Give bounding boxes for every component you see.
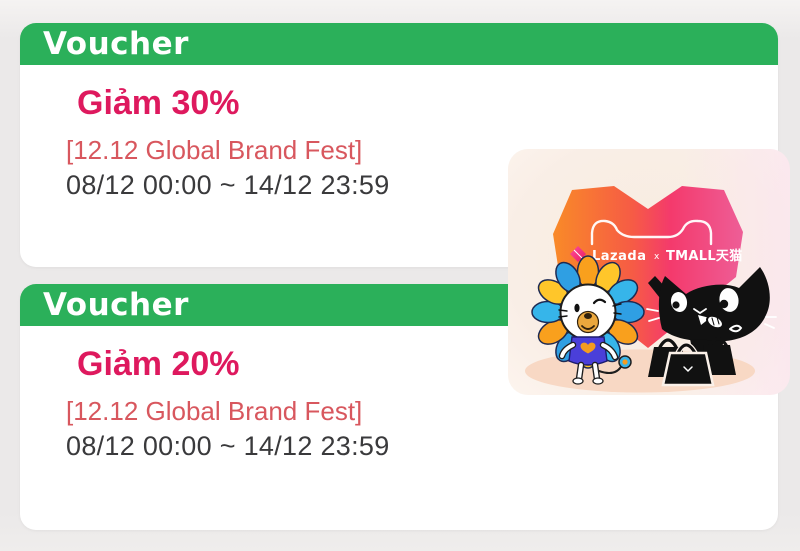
voucher-header-label: Voucher: [43, 286, 189, 323]
voucher-card-body: Giảm 30% [12.12 Global Brand Fest] 08/12…: [20, 65, 778, 201]
brand-illustration: Lazada x TMALL天猫: [508, 149, 790, 395]
tmall-brand-label: TMALL天猫: [666, 248, 743, 264]
shopping-bags-icon: [648, 336, 736, 387]
voucher-card-header: Voucher: [20, 23, 778, 65]
lazada-lion-mascot: [531, 255, 645, 385]
voucher-card-30[interactable]: Voucher Giảm 30% [12.12 Global Brand Fes…: [20, 23, 778, 267]
lazada-brand-label: Lazada: [592, 249, 646, 264]
voucher-card-body: Giảm 20% [12.12 Global Brand Fest] 08/12…: [20, 326, 778, 462]
voucher-header-label: Voucher: [43, 25, 189, 62]
tmall-cat-outline-icon: [590, 219, 713, 246]
discount-title: Giảm 20%: [77, 345, 240, 383]
campaign-name: [12.12 Global Brand Fest]: [66, 395, 363, 426]
validity-period: 08/12 00:00 ~ 14/12 23:59: [66, 170, 390, 201]
tmall-cat-mascot: [646, 267, 777, 387]
brand-illustration-art: Lazada x TMALL天猫: [525, 186, 777, 393]
discount-title: Giảm 30%: [77, 84, 240, 122]
validity-period: 08/12 00:00 ~ 14/12 23:59: [66, 431, 390, 462]
campaign-name: [12.12 Global Brand Fest]: [66, 134, 363, 165]
brand-separator: x: [654, 252, 660, 262]
